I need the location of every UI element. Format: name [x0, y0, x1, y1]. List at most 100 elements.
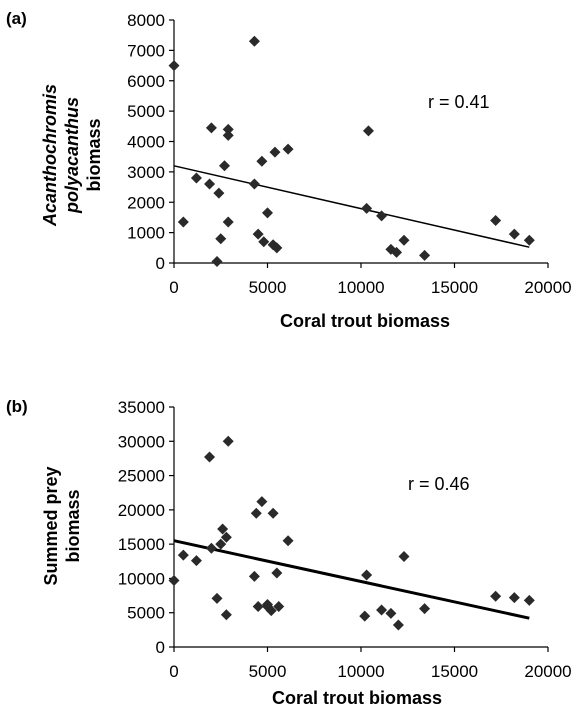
panel-a-data-point	[282, 143, 294, 155]
panel-a-y-tick-label: 5000	[127, 102, 165, 121]
panel-b-data-point	[508, 592, 520, 604]
panel-a-x-tick-label: 10000	[337, 278, 384, 297]
panel-b-data-point	[265, 605, 277, 617]
panel-b-y-tick-label: 0	[156, 638, 165, 657]
panel-a-y-tick-label: 6000	[127, 72, 165, 91]
panel-b-y-axis-title: Summed prey biomass	[41, 466, 83, 585]
panel-b-data-point	[215, 538, 227, 550]
panel-b-data-point	[204, 451, 216, 463]
panel-a-data-point	[398, 234, 410, 246]
panel-b-data-point	[392, 619, 404, 631]
panel-a-x-tick-label: 20000	[524, 278, 571, 297]
panel-a-y-axis-title: Acanthochromis polyacanthus biomass	[40, 84, 104, 227]
panel-a-data-point	[222, 123, 234, 135]
panel-b-data-point	[220, 609, 232, 621]
panel-a-y-axis-title-line-1: Acanthochromis	[40, 84, 60, 227]
panel-b-data-point	[419, 603, 431, 615]
panel-b-y-tick-label: 15000	[118, 535, 165, 554]
panel-a-trendline-group	[173, 165, 530, 248]
panel-b-data-point	[256, 496, 268, 508]
panel-a-x-tick-label: 15000	[431, 278, 478, 297]
panel-a-y-tick-label: 7000	[127, 41, 165, 60]
panel-a-y-axis-title-line-2: polyacanthus	[62, 97, 82, 214]
panel-b-data-point	[267, 507, 279, 519]
panel-b-data-point	[190, 555, 202, 567]
panel-a-data-point	[490, 214, 502, 226]
panel-b-x-tick-label: 0	[169, 662, 178, 681]
panel-b-data-point	[222, 435, 234, 447]
panel-b-correlation-annotation: r = 0.46	[408, 474, 470, 494]
panel-b-x-axis-title: Coral trout biomass	[272, 688, 442, 708]
panel-b-y-tick-label: 20000	[118, 501, 165, 520]
panel-a-data-point	[362, 125, 374, 137]
panel-a-y-axis-title-line-3: biomass	[84, 118, 104, 191]
panel-a-data-point	[262, 207, 273, 219]
panel-a-x-axis-title: Coral trout biomass	[280, 311, 450, 331]
panel-a-label: (a)	[6, 9, 27, 28]
panel-a-data-point	[256, 155, 268, 167]
panel-a-x-tick-label: 0	[169, 278, 178, 297]
panel-b-y-axis-title-line-1: Summed prey	[41, 466, 61, 585]
panel-b-label: (b)	[6, 397, 28, 416]
panel-b-data-point	[282, 535, 294, 547]
panel-b-y-tick-label: 5000	[127, 604, 165, 623]
panel-a-data-point	[376, 210, 388, 222]
panel-a-data-point	[213, 187, 225, 199]
panel-a: (a) r = 0.41 Coral trout biomass Acantho…	[6, 9, 572, 331]
panel-b-y-tick-label: 35000	[118, 398, 165, 417]
panel-b-data-point	[205, 542, 217, 554]
panel-b-y-tick-label: 30000	[118, 432, 165, 451]
panel-b: (b) r = 0.46 Coral trout biomass Summed …	[6, 397, 572, 708]
panel-b-data-point	[376, 604, 388, 616]
panel-b-x-tick-label: 5000	[249, 662, 287, 681]
panel-b-data-point	[177, 549, 189, 561]
panel-a-data-point	[215, 233, 227, 245]
panel-b-x-tick-label: 10000	[337, 662, 384, 681]
panel-a-data-point	[222, 129, 234, 141]
panel-b-data-point	[211, 592, 223, 604]
panel-a-data-point	[205, 122, 217, 134]
panel-a-data-point	[252, 228, 264, 240]
panel-a-data-point	[271, 242, 283, 254]
panel-a-data-point	[211, 255, 223, 267]
panel-b-data-point	[220, 531, 232, 543]
panel-a-data-point	[190, 172, 202, 184]
panel-b-x-tick-label: 15000	[431, 662, 478, 681]
panel-b-y-tick-label: 25000	[118, 467, 165, 486]
panel-a-y-tick-label: 2000	[127, 193, 165, 212]
panel-a-data-point	[391, 246, 403, 258]
panel-a-points	[168, 35, 535, 267]
panel-a-y-tick-label: 0	[156, 254, 165, 273]
panel-a-correlation-annotation: r = 0.41	[428, 92, 490, 112]
panel-b-points	[168, 435, 535, 631]
panel-b-trendline-group	[173, 539, 530, 620]
panel-b-x-tick-label: 20000	[524, 662, 571, 681]
panel-b-data-point	[359, 610, 371, 622]
panel-a-data-point	[508, 228, 520, 240]
panel-b-data-point	[398, 550, 410, 562]
panel-b-data-point	[217, 523, 229, 535]
panel-a-data-point	[248, 178, 260, 190]
panel-b-data-point	[361, 569, 373, 581]
panel-a-y-tick-label: 8000	[127, 11, 165, 30]
panel-b-data-point	[271, 567, 283, 579]
panel-b-y-axis-title-line-2: biomass	[63, 489, 83, 562]
panel-a-trendline	[173, 165, 530, 248]
panel-a-data-point	[361, 202, 373, 214]
panel-b-data-point	[248, 570, 260, 582]
panel-a-y-tick-label: 4000	[127, 133, 165, 152]
panel-a-data-point	[248, 35, 260, 47]
panel-b-data-point	[252, 601, 264, 613]
panel-b-data-point	[490, 590, 502, 602]
panel-a-y-tick-label: 1000	[127, 224, 165, 243]
panel-a-data-point	[269, 146, 281, 158]
panel-b-data-point	[273, 601, 285, 613]
panel-a-y-tick-label: 3000	[127, 163, 165, 182]
panel-a-data-point	[177, 216, 189, 228]
panel-b-data-point	[385, 607, 397, 619]
panel-a-data-point	[222, 216, 234, 228]
panel-b-data-point	[250, 507, 262, 519]
panel-a-data-point	[258, 236, 270, 248]
